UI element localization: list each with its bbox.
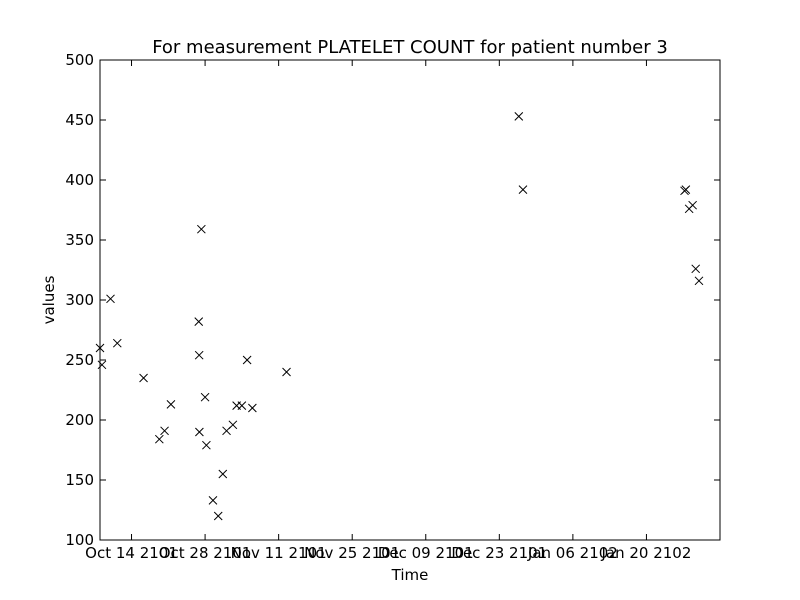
x-tick-label: Dec 09 2101 (378, 544, 474, 562)
axis-ticks (100, 59, 720, 541)
y-axis-title: values (40, 275, 58, 324)
tick-labels: 100 150 200 250 300 350 400 450 500 Oct 14 2101Oc… (65, 51, 691, 562)
data-point (694, 276, 704, 286)
data-point (160, 426, 169, 436)
data-point (242, 355, 252, 365)
y-tick-label: 100 (65, 531, 94, 549)
data-points (95, 112, 704, 521)
y-tick-label: 150 (65, 471, 94, 489)
data-point (200, 392, 210, 402)
x-tick-label: Jan 06 2102 (527, 544, 618, 562)
chart-title: For measurement PLATELET COUNT for patie… (152, 37, 668, 58)
x-axis-title: Time (391, 566, 429, 584)
data-point (691, 264, 701, 274)
data-point (202, 440, 211, 450)
y-tick-label: 250 (65, 351, 94, 369)
data-point (213, 511, 223, 521)
x-tick-label: Nov 25 2101 (304, 544, 400, 562)
data-point (237, 401, 247, 410)
data-point (97, 360, 107, 370)
data-point (195, 427, 204, 437)
data-point (106, 294, 115, 304)
data-point (688, 200, 697, 210)
data-point (228, 420, 238, 430)
plot-area-frame (99, 59, 721, 541)
y-tick-label: 350 (65, 231, 94, 249)
x-tick-label: Nov 11 2101 (231, 544, 327, 562)
data-point (139, 373, 148, 383)
data-point (194, 350, 204, 360)
y-tick-label: 200 (65, 411, 94, 429)
x-tick-label: Oct 28 2101 (159, 544, 252, 562)
data-point (154, 434, 164, 444)
data-point (218, 469, 228, 479)
data-point (208, 496, 218, 505)
x-tick-label: Jan 20 2102 (600, 544, 691, 562)
data-point (112, 338, 122, 348)
data-point (518, 185, 528, 194)
y-tick-label: 450 (65, 111, 94, 129)
data-point (197, 224, 206, 234)
data-point (282, 367, 291, 377)
y-tick-label: 400 (65, 171, 94, 189)
data-point (194, 317, 204, 326)
data-point (248, 403, 257, 413)
data-point (514, 112, 524, 121)
x-tick-label: Oct 14 2101 (85, 544, 178, 562)
data-point (166, 400, 176, 409)
x-tick-label: Dec 23 2101 (451, 544, 547, 562)
data-point (681, 185, 691, 194)
y-tick-label: 500 (65, 51, 94, 69)
y-tick-label: 300 (65, 291, 94, 309)
